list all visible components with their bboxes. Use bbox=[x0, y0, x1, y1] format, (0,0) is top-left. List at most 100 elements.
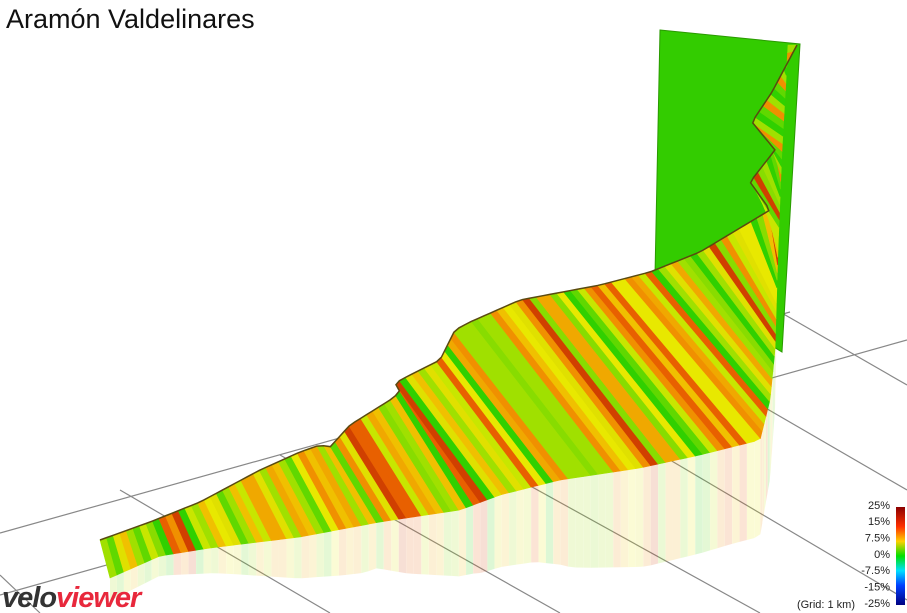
reflection-stripe bbox=[368, 522, 377, 572]
reflection-stripe bbox=[151, 556, 159, 580]
reflection-stripe bbox=[538, 483, 546, 564]
reflection-stripe bbox=[226, 545, 234, 575]
reflection-stripe bbox=[774, 348, 776, 418]
reflection-stripe bbox=[772, 363, 774, 440]
reflection-stripe bbox=[717, 448, 725, 549]
reflection-stripe bbox=[458, 507, 467, 577]
reflection-stripe bbox=[294, 536, 302, 579]
reflection-stripe bbox=[451, 510, 459, 577]
reflection-stripe bbox=[672, 459, 681, 560]
reflection-stripe bbox=[501, 492, 510, 567]
reflection-stripe bbox=[635, 467, 644, 568]
reflection-stripe bbox=[233, 544, 242, 575]
reflection-stripe bbox=[398, 518, 407, 574]
reflection-stripe bbox=[590, 474, 599, 568]
reflection-stripe bbox=[331, 529, 339, 577]
legend-label: -15% bbox=[864, 582, 890, 594]
reflection-stripe bbox=[466, 505, 474, 576]
logo-velo: velo bbox=[2, 582, 56, 613]
reflection-stripe bbox=[188, 550, 197, 575]
reflection-stripe bbox=[241, 543, 249, 576]
reflection-stripe bbox=[436, 512, 444, 576]
reflection-stripe bbox=[376, 521, 384, 570]
reflection-stripe bbox=[110, 574, 117, 601]
reflection-stripe bbox=[773, 356, 775, 429]
reflection-stripe bbox=[650, 464, 659, 566]
title: Aramón Valdelinares bbox=[6, 4, 255, 34]
reflection-stripe bbox=[480, 499, 488, 573]
logo: veloviewer bbox=[2, 582, 143, 613]
legend-label: 15% bbox=[868, 516, 890, 528]
reflection-stripe bbox=[383, 520, 392, 571]
legend: 25% 15% 7.5% 0% -7.5% -15% -25% (Grid: 1 km) bbox=[797, 500, 890, 611]
reflection-stripe bbox=[575, 476, 584, 568]
reflection-stripe bbox=[695, 454, 703, 555]
reflection-stripe bbox=[361, 524, 369, 574]
legend-label: 25% bbox=[868, 500, 890, 512]
reflection-stripe bbox=[560, 478, 569, 567]
reflection-stripe bbox=[687, 456, 696, 557]
reflection-stripe bbox=[181, 551, 189, 575]
reflection-stripe bbox=[338, 528, 347, 576]
reflection-stripe bbox=[173, 552, 182, 576]
reflection-stripe bbox=[545, 481, 554, 564]
reflection-stripe bbox=[732, 445, 740, 544]
reflection-stripe bbox=[116, 571, 124, 598]
reflection-stripe bbox=[710, 450, 718, 551]
reflection-stripe bbox=[583, 475, 591, 568]
reflection-stripe bbox=[746, 441, 755, 540]
reflection-stripe bbox=[764, 416, 766, 513]
reflection-stripe bbox=[203, 547, 212, 574]
grid-note: (Grid: 1 km) bbox=[797, 599, 855, 611]
reflection-stripe bbox=[772, 371, 773, 450]
reflection-stripe bbox=[137, 562, 145, 587]
reflection-stripe bbox=[158, 555, 167, 577]
reflection-stripe bbox=[263, 540, 272, 577]
profile-ribbon bbox=[99, 44, 798, 579]
reflection-stripe bbox=[620, 469, 629, 568]
reflection-stripe bbox=[286, 537, 295, 579]
reflection-stripe bbox=[428, 513, 437, 576]
reflection-stripe bbox=[473, 502, 481, 574]
reflection-stripe bbox=[762, 423, 765, 524]
reflection-stripe bbox=[316, 532, 324, 578]
reflection-stripe bbox=[568, 477, 576, 568]
reflection-stripe bbox=[613, 470, 621, 568]
reflection-stripe bbox=[771, 378, 773, 461]
reflection-stripe bbox=[346, 526, 354, 575]
legend-label: -7.5% bbox=[861, 565, 890, 577]
reflection-stripe bbox=[658, 462, 666, 564]
reflection-stripe bbox=[256, 541, 264, 577]
reflection-stripe bbox=[323, 531, 332, 577]
reflection-stripe bbox=[494, 494, 502, 569]
legend-gradient bbox=[896, 507, 905, 605]
reflection-stripe bbox=[130, 565, 138, 591]
reflection-stripe bbox=[196, 549, 204, 574]
reflection-stripe bbox=[509, 490, 517, 566]
legend-label: 7.5% bbox=[865, 533, 890, 545]
reflection-stripe bbox=[391, 519, 399, 572]
legend-label: -25% bbox=[864, 598, 890, 610]
reflection-stripe bbox=[487, 497, 495, 572]
reflection-stripe bbox=[309, 533, 317, 578]
reflection-stripe bbox=[767, 401, 770, 492]
reflection-stripe bbox=[413, 515, 422, 575]
reflection-stripe bbox=[724, 446, 733, 547]
legend-label: 0% bbox=[874, 549, 890, 561]
reflection-stripe bbox=[765, 408, 768, 503]
reflection-stripe bbox=[523, 487, 532, 564]
reflection-stripe bbox=[553, 479, 561, 565]
reflection-stripe bbox=[166, 553, 174, 576]
reflection bbox=[110, 45, 788, 601]
reflection-stripe bbox=[665, 460, 673, 562]
reflection-stripe bbox=[769, 393, 771, 482]
reflection-stripe bbox=[702, 452, 711, 553]
reflection-stripe bbox=[144, 559, 152, 584]
reflection-stripe bbox=[760, 430, 763, 535]
reflection-stripe bbox=[531, 485, 539, 563]
ribbon-top-edge bbox=[99, 44, 798, 541]
reflection-stripe bbox=[516, 489, 524, 565]
reflection-stripe bbox=[211, 546, 219, 574]
